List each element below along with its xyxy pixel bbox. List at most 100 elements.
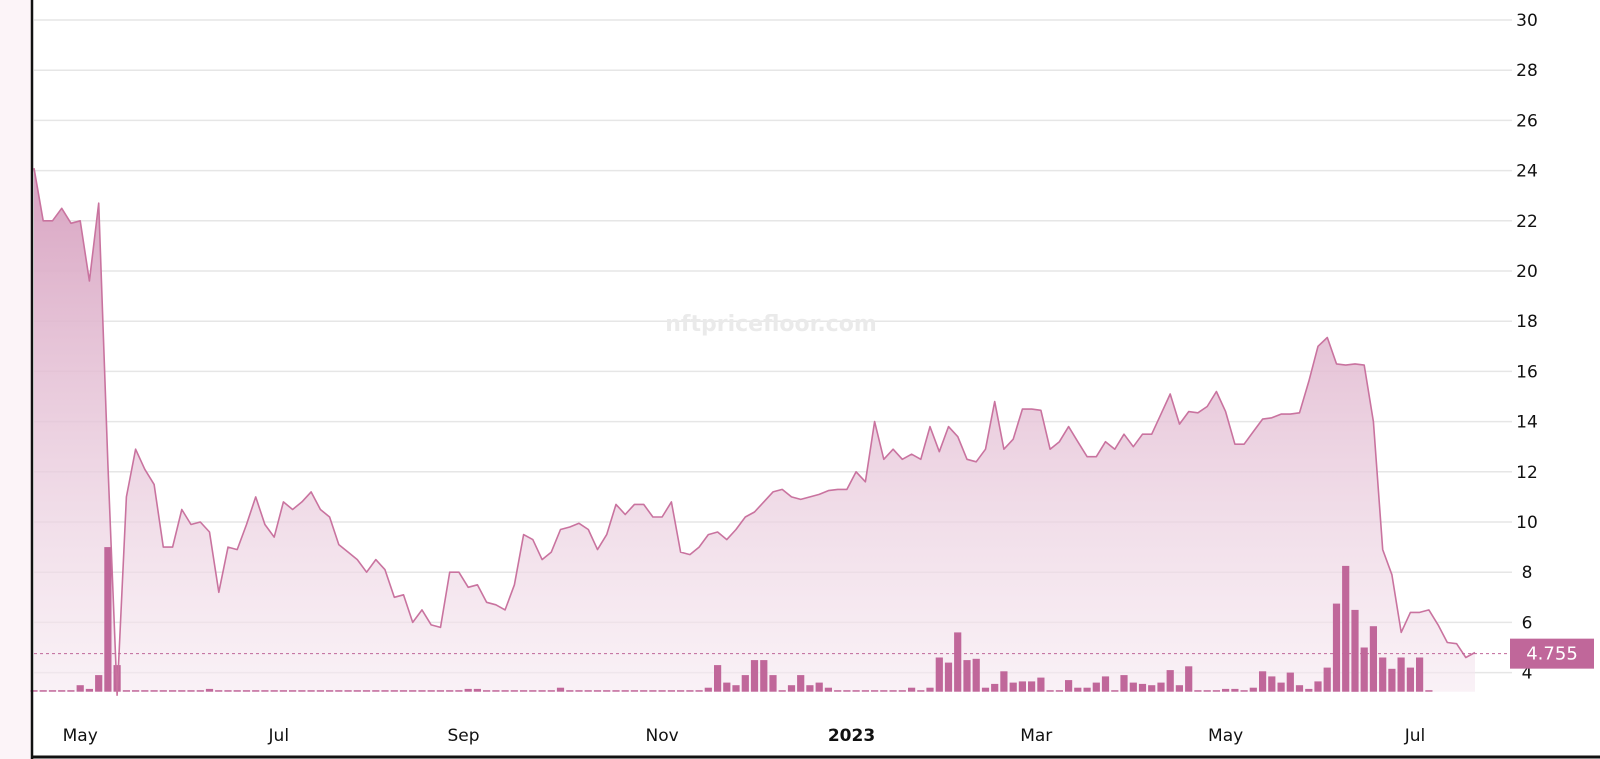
volume-bar [1259,671,1267,692]
volume-bar [1323,667,1331,692]
volume-bar [603,690,611,692]
x-tick-label: May [1208,726,1243,746]
x-tick-label: Mar [1020,726,1052,746]
volume-bar [85,688,93,692]
volume-bar [252,690,260,692]
volume-bar [1305,688,1313,692]
volume-bar [520,690,528,692]
y-axis-ticks: 4 6 8 10 12 14 16 18 20 22 24 26 28 30 [1516,11,1538,684]
volume-bar [1369,626,1377,692]
volume-bar [889,690,897,692]
volume-bar [806,685,814,692]
grid-lines [34,19,1512,674]
volume-bar [409,690,417,692]
price-line-group [33,167,1476,696]
watermark: nftpricefloor.com [665,312,877,337]
x-tick-label: 2023 [828,726,875,746]
volume-bar [1203,690,1211,692]
volume-bar [501,690,509,692]
volume-bar [852,690,860,692]
y-tick-label: 26 [1516,111,1538,131]
volume-bar [298,690,306,692]
volume-bar [584,690,592,692]
volume-bar [529,690,537,692]
y-tick-label: 16 [1516,362,1538,382]
volume-bar [871,690,879,692]
volume-bar [224,690,232,692]
volume-bar [492,690,500,692]
x-tick-label: Jul [268,726,290,746]
volume-bar [307,690,315,692]
volume-bar [122,690,130,692]
y-tick-label: 8 [1522,563,1533,583]
volume-bar [834,690,842,692]
volume-bar [981,687,990,692]
y-tick-label: 30 [1516,11,1538,31]
y-tick-label: 10 [1516,513,1538,533]
volume-bar [362,690,371,692]
volume-bar [104,547,112,692]
volume-bar [1065,680,1073,692]
volume-bar [972,658,980,692]
volume-bar [95,675,103,692]
volume-bar [372,690,380,692]
volume-bar [270,690,278,692]
volume-bar [344,690,352,692]
volume-bar [797,675,805,692]
volume-bar [1240,690,1248,692]
volume-bar [473,688,481,692]
volume-bar [1083,687,1091,692]
volume-bar [1148,685,1156,692]
volume-bar [880,690,888,692]
volume-bar [686,690,694,692]
volume-bar [1055,690,1063,692]
volume-bar [1212,690,1220,692]
volume-bar [677,690,685,692]
volume-bar [169,690,177,692]
volume-bar [1185,666,1193,692]
volume-bar [926,687,934,692]
volume-bar [1000,671,1008,692]
volume-bar [1138,683,1147,692]
price-line [33,167,1476,696]
volume-bar [723,682,731,692]
y-tick-label: 28 [1516,61,1538,81]
volume-bar [815,682,823,692]
volume-bar [1351,609,1359,692]
y-tick-label: 6 [1522,613,1533,633]
volume-bar [1314,681,1322,692]
volume-bar [159,690,167,692]
volume-bar [944,662,953,692]
y-tick-label: 20 [1516,262,1538,282]
volume-bar [418,690,426,692]
x-tick-label: Nov [646,726,679,746]
volume-bar [1397,657,1405,692]
volume-bar [1166,670,1174,692]
volume-bar [963,660,971,692]
volume-bar [760,660,768,692]
volume-bar [353,690,361,692]
volume-bar [898,690,906,692]
volume-bar [76,685,84,692]
volume-bar [261,690,269,692]
volume-bar [289,690,297,692]
x-tick-label: Sep [448,726,480,746]
volume-bar [695,690,703,692]
volume-bar [630,690,638,692]
volume-bar [67,690,75,692]
volume-bar [1379,657,1387,692]
y-tick-label: 12 [1516,463,1538,483]
volume-bar [1037,677,1045,692]
y-tick-label: 22 [1516,212,1538,232]
volume-bar [1046,690,1054,692]
volume-bar [1231,688,1239,692]
volume-bar [455,690,463,692]
volume-bar [556,687,565,692]
current-price-badge-bg [1510,638,1594,669]
volume-bar [991,683,999,692]
volume-bar [908,687,916,692]
volume-bar [390,690,398,692]
volume-bar [436,690,444,692]
volume-bar [446,690,454,692]
volume-bar [547,690,555,692]
